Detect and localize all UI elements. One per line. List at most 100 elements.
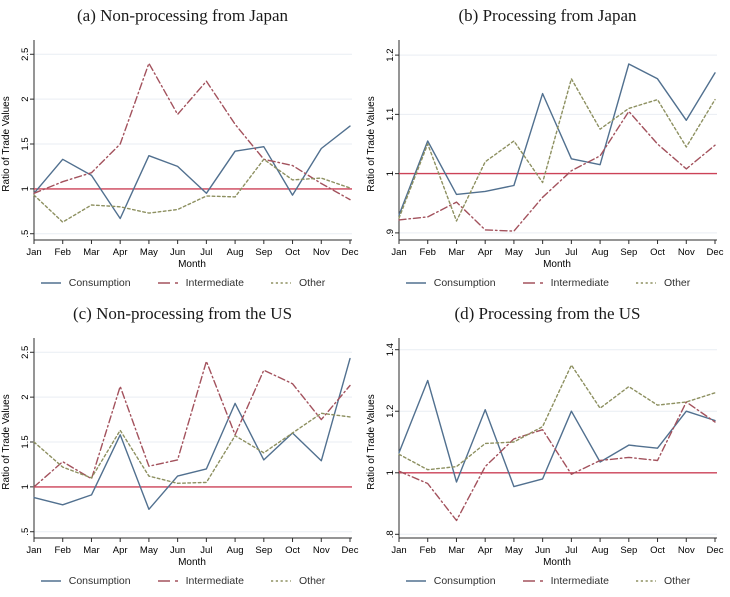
- x-tick-label: Aug: [592, 247, 609, 258]
- x-tick-label: Jun: [535, 545, 550, 556]
- consumption-line-swatch-icon: [40, 282, 61, 284]
- y-tick-label: 2: [20, 96, 31, 101]
- intermediate-line-swatch-icon: [522, 282, 543, 284]
- x-tick-label: Aug: [227, 247, 244, 258]
- consumption-line-swatch-icon: [405, 282, 426, 284]
- y-tick-label: 2.5: [20, 346, 31, 359]
- y-axis-title: Ratio of Trade Values: [1, 96, 12, 191]
- x-tick-label: Jul: [565, 247, 577, 258]
- legend-label-other: Other: [663, 277, 691, 289]
- legend-label-other: Other: [298, 575, 326, 587]
- legend-b: Consumption Intermediate Other: [365, 270, 730, 296]
- legend-label-consumption: Consumption: [68, 575, 131, 587]
- legend-label-consumption: Consumption: [433, 575, 496, 587]
- x-axis-title: Month: [178, 259, 206, 270]
- x-tick-label: Mar: [83, 545, 99, 556]
- legend-label-intermediate: Intermediate: [185, 277, 244, 289]
- y-tick-label: .8: [385, 530, 396, 538]
- consumption-line-swatch-icon: [405, 580, 426, 582]
- panel-d-title: (d) Processing from the US: [454, 304, 641, 323]
- legend-item-consumption: Consumption: [405, 277, 496, 289]
- legend-item-intermediate: Intermediate: [157, 277, 244, 289]
- intermediate-line-swatch-icon: [522, 580, 543, 582]
- legend-label-other: Other: [663, 575, 691, 587]
- x-tick-label: Oct: [650, 247, 665, 258]
- x-tick-label: Feb: [420, 545, 436, 556]
- y-tick-label: 1: [20, 186, 31, 191]
- consumption-line: [398, 63, 716, 216]
- x-tick-label: May: [505, 247, 523, 258]
- x-tick-label: Oct: [650, 545, 665, 556]
- y-tick-label: 1.1: [385, 108, 396, 121]
- x-tick-label: Mar: [448, 545, 464, 556]
- intermediate-line-swatch-icon: [157, 580, 178, 582]
- x-tick-label: Apr: [113, 247, 128, 258]
- y-tick-label: 1.2: [385, 405, 396, 418]
- legend-d: Consumption Intermediate Other: [365, 568, 730, 594]
- x-tick-label: May: [140, 545, 158, 556]
- legend-item-other: Other: [635, 277, 690, 289]
- x-tick-label: Jul: [200, 247, 212, 258]
- y-tick-label: .9: [385, 229, 396, 237]
- legend-item-intermediate: Intermediate: [157, 575, 244, 587]
- x-tick-label: Feb: [420, 247, 436, 258]
- y-tick-label: 1.2: [385, 49, 396, 62]
- y-tick-label: .5: [20, 528, 31, 536]
- other-line: [33, 412, 351, 485]
- y-tick-label: 1: [385, 470, 396, 475]
- legend-label-intermediate: Intermediate: [550, 277, 609, 289]
- x-tick-label: Dec: [342, 247, 359, 258]
- x-tick-label: Sep: [620, 247, 637, 258]
- x-tick-label: Nov: [678, 545, 695, 556]
- x-tick-label: Jan: [391, 545, 406, 556]
- x-tick-label: Mar: [83, 247, 99, 258]
- chart-d: .8 1 1.2 1.4 Jan Feb Mar Apr May Jun Jul Aug Sep Oct N…: [366, 338, 724, 568]
- y-axis-title: Ratio of Trade Values: [1, 394, 12, 489]
- legend-item-consumption: Consumption: [40, 277, 131, 289]
- x-tick-label: Dec: [707, 545, 724, 556]
- legend-item-intermediate: Intermediate: [522, 277, 609, 289]
- y-tick-label: 1.5: [20, 137, 31, 150]
- x-tick-label: Dec: [342, 545, 359, 556]
- x-tick-label: Sep: [255, 247, 272, 258]
- x-tick-label: Aug: [592, 545, 609, 556]
- x-tick-label: Jul: [200, 545, 212, 556]
- intermediate-line-swatch-icon: [157, 282, 178, 284]
- x-tick-label: Apr: [478, 247, 493, 258]
- y-tick-label: 1.5: [20, 435, 31, 448]
- y-axis-title: Ratio of Trade Values: [366, 394, 377, 489]
- panel-b-title: (b) Processing from Japan: [458, 6, 637, 25]
- x-tick-label: Dec: [707, 247, 724, 258]
- other-line: [398, 78, 716, 222]
- legend-label-intermediate: Intermediate: [185, 575, 244, 587]
- x-tick-label: Oct: [285, 247, 300, 258]
- x-tick-label: Jun: [535, 247, 550, 258]
- other-line: [33, 158, 351, 223]
- intermediate-line: [33, 62, 351, 201]
- intermediate-line: [398, 401, 716, 522]
- x-tick-label: Jan: [391, 247, 406, 258]
- legend-item-consumption: Consumption: [40, 575, 131, 587]
- x-tick-label: Jul: [565, 545, 577, 556]
- panel-c: (c) Non-processing from the US .5 1 1.5 2 2.…: [0, 298, 365, 597]
- x-tick-label: Sep: [255, 545, 272, 556]
- x-tick-label: Oct: [285, 545, 300, 556]
- consumption-line-swatch-icon: [40, 580, 61, 582]
- x-tick-label: Nov: [678, 247, 695, 258]
- x-tick-label: Nov: [313, 545, 330, 556]
- y-tick-label: 2.5: [20, 48, 31, 61]
- legend-item-other: Other: [270, 277, 325, 289]
- intermediate-line: [398, 110, 716, 232]
- legend-item-intermediate: Intermediate: [522, 575, 609, 587]
- panel-b: (b) Processing from Japan .9 1 1.1 1.2 Jan Fe…: [365, 0, 730, 298]
- legend-item-consumption: Consumption: [405, 575, 496, 587]
- legend-label-consumption: Consumption: [433, 277, 496, 289]
- chart-b: .9 1 1.1 1.2 Jan Feb Mar Apr May Jun Jul Aug Sep Oct N…: [366, 40, 724, 270]
- x-tick-label: Jun: [170, 545, 185, 556]
- other-line-swatch-icon: [635, 580, 656, 582]
- panel-c-title: (c) Non-processing from the US: [72, 304, 293, 323]
- y-tick-label: 1: [20, 484, 31, 489]
- x-tick-label: Aug: [227, 545, 244, 556]
- y-tick-label: 1.4: [385, 343, 396, 356]
